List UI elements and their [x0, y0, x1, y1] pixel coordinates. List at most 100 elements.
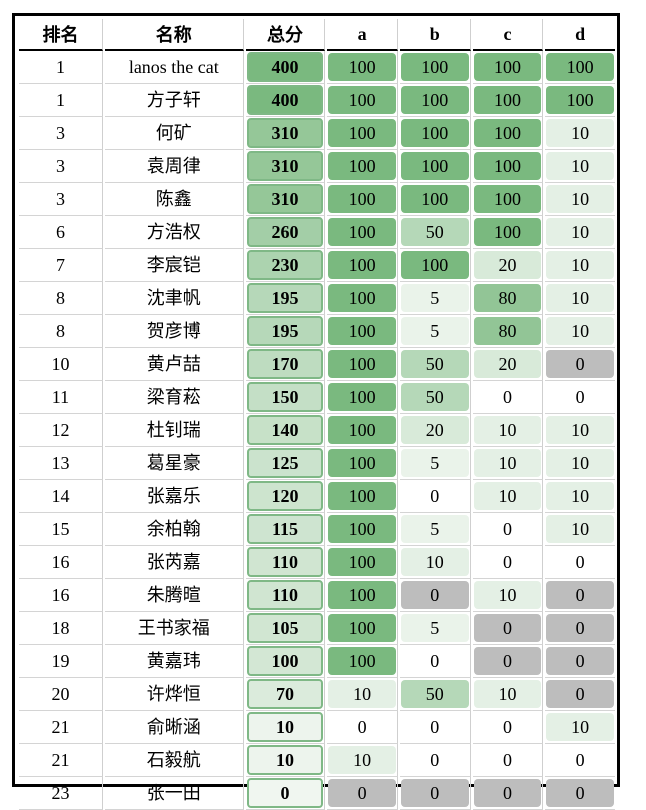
score-c-cell: 0	[473, 614, 542, 642]
name-cell: 葛星豪	[146, 453, 201, 473]
score-c-cell: 10	[473, 482, 542, 510]
score-c-cell: 0	[473, 515, 542, 543]
table-row: 19 黄嘉玮 100 100 0 0 0	[19, 645, 615, 678]
total-cell: 400	[246, 52, 324, 82]
name-cell: 张芮嘉	[146, 552, 201, 572]
score-a-cell: 100	[328, 185, 396, 213]
table-row: 6 方浩权 260 100 50 100 10	[19, 216, 615, 249]
table-row: 10 黄卢喆 170 100 50 20 0	[19, 348, 615, 381]
score-a-cell: 100	[328, 218, 396, 246]
table-row: 12 杜钊瑞 140 100 20 10 10	[19, 414, 615, 447]
name-cell: 方子轩	[146, 90, 201, 110]
score-d-cell: 10	[546, 251, 614, 279]
score-b-cell: 5	[400, 317, 469, 345]
score-d-cell: 0	[546, 548, 614, 576]
score-d-cell: 10	[546, 449, 614, 477]
score-b-cell: 10	[400, 548, 469, 576]
score-a-cell: 100	[328, 317, 396, 345]
name-cell: 袁周律	[146, 156, 201, 176]
score-d-cell: 100	[546, 86, 614, 114]
score-b-cell: 50	[400, 680, 469, 708]
score-b-cell: 0	[400, 746, 469, 774]
rank-cell: 16	[51, 585, 70, 605]
score-a-cell: 100	[328, 284, 396, 312]
score-table: 排名 名称 总分 a b c d 1 lanos the cat 400 100 100…	[17, 19, 617, 810]
total-cell: 110	[246, 580, 324, 610]
score-b-cell: 0	[400, 779, 469, 807]
rank-cell: 20	[51, 684, 70, 704]
score-d-cell: 10	[546, 284, 614, 312]
total-cell: 310	[246, 184, 324, 214]
score-d-cell: 10	[546, 515, 614, 543]
rank-cell: 14	[51, 486, 70, 506]
total-cell: 120	[246, 481, 324, 511]
score-b-cell: 0	[400, 581, 469, 609]
score-d-cell: 10	[546, 119, 614, 147]
score-d-cell: 0	[546, 383, 614, 411]
rank-cell: 16	[51, 552, 70, 572]
total-cell: 310	[246, 151, 324, 181]
rank-cell: 3	[55, 156, 65, 176]
rank-cell: 3	[55, 189, 65, 209]
name-cell: 张嘉乐	[146, 486, 201, 506]
name-cell: 方浩权	[146, 222, 201, 242]
table-row: 1 lanos the cat 400 100 100 100 100	[19, 51, 615, 84]
header-a: a	[327, 19, 398, 51]
rank-cell: 6	[55, 222, 65, 242]
name-cell: 沈聿帆	[146, 288, 201, 308]
score-d-cell: 10	[546, 218, 614, 246]
score-a-cell: 100	[328, 350, 396, 378]
score-b-cell: 5	[400, 515, 469, 543]
table-row: 3 何矿 310 100 100 100 10	[19, 117, 615, 150]
name-cell: 黄嘉玮	[146, 651, 201, 671]
score-b-cell: 100	[400, 119, 469, 147]
name-cell: 王书家福	[137, 618, 210, 638]
score-c-cell: 0	[473, 713, 542, 741]
score-c-cell: 10	[473, 416, 542, 444]
score-c-cell: 10	[473, 581, 542, 609]
score-c-cell: 100	[473, 185, 542, 213]
score-a-cell: 100	[328, 581, 396, 609]
total-cell: 400	[246, 85, 324, 115]
score-a-cell: 100	[328, 119, 396, 147]
score-a-cell: 100	[328, 647, 396, 675]
score-b-cell: 100	[400, 53, 469, 81]
score-b-cell: 0	[400, 482, 469, 510]
total-cell: 10	[246, 712, 324, 742]
score-d-cell: 0	[546, 581, 614, 609]
score-c-cell: 20	[473, 251, 542, 279]
score-c-cell: 100	[473, 86, 542, 114]
name-cell: 朱腾暄	[146, 585, 201, 605]
score-d-cell: 0	[546, 746, 614, 774]
rank-cell: 1	[55, 90, 65, 110]
score-c-cell: 0	[473, 383, 542, 411]
table-row: 18 王书家福 105 100 5 0 0	[19, 612, 615, 645]
score-b-cell: 100	[400, 86, 469, 114]
name-cell: 杜钊瑞	[146, 420, 201, 440]
score-d-cell: 0	[546, 350, 614, 378]
header-row: 排名 名称 总分 a b c d	[19, 19, 615, 51]
score-c-cell: 10	[473, 680, 542, 708]
score-a-cell: 100	[328, 416, 396, 444]
score-d-cell: 10	[546, 482, 614, 510]
score-b-cell: 0	[400, 647, 469, 675]
score-d-cell: 10	[546, 152, 614, 180]
score-d-cell: 10	[546, 416, 614, 444]
score-a-cell: 100	[328, 86, 396, 114]
name-cell: 张一田	[146, 783, 201, 803]
table-row: 15 余柏翰 115 100 5 0 10	[19, 513, 615, 546]
rank-cell: 23	[51, 783, 70, 803]
score-c-cell: 10	[473, 449, 542, 477]
score-a-cell: 100	[328, 548, 396, 576]
score-d-cell: 10	[546, 713, 614, 741]
table-row: 3 陈鑫 310 100 100 100 10	[19, 183, 615, 216]
score-c-cell: 20	[473, 350, 542, 378]
name-cell: 何矿	[155, 123, 192, 143]
total-cell: 70	[246, 679, 324, 709]
score-b-cell: 5	[400, 449, 469, 477]
rank-cell: 18	[51, 618, 70, 638]
name-cell: 石毅航	[146, 750, 201, 770]
total-cell: 105	[246, 613, 324, 643]
total-cell: 125	[246, 448, 324, 478]
table-row: 16 朱腾暄 110 100 0 10 0	[19, 579, 615, 612]
